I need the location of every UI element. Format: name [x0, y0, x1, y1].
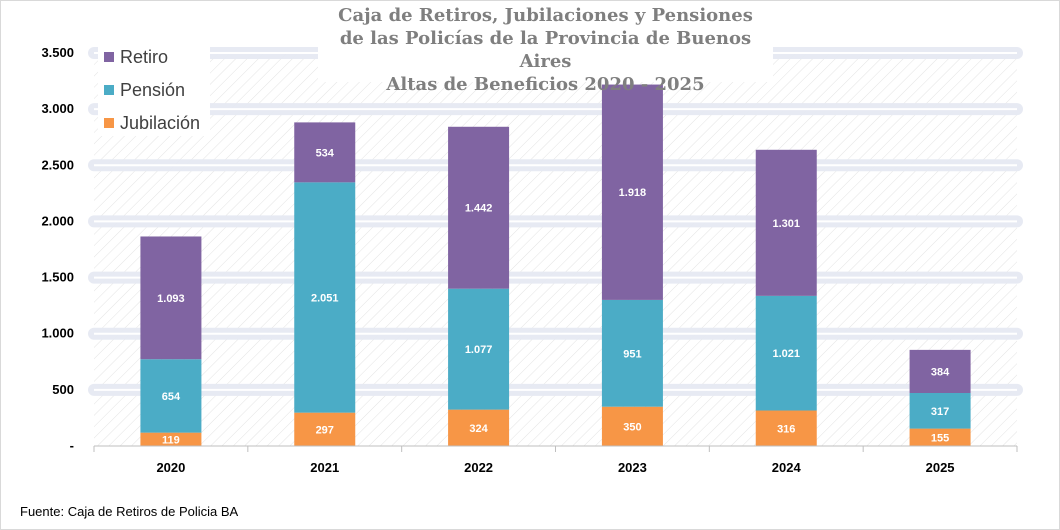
data-label-jubilacion: 350: [623, 421, 641, 433]
data-label-pension: 2.051: [311, 293, 339, 305]
data-label-retiro: 384: [931, 366, 950, 378]
data-label-pension: 1.021: [772, 348, 800, 360]
y-tick-label: 3.500: [41, 45, 74, 60]
bar-retiro: [601, 84, 663, 300]
x-tick-label: 2024: [772, 460, 802, 475]
y-tick-label: -: [70, 438, 74, 453]
x-tick-label: 2023: [618, 460, 647, 475]
bar-pension: [140, 359, 202, 433]
source-note: Fuente: Caja de Retiros de Policia BA: [20, 504, 239, 519]
bar-jubilacion: [601, 406, 663, 446]
legend-item-retiro: Retiro: [104, 46, 168, 68]
data-label-jubilacion: 155: [931, 432, 949, 444]
title-line-1: Caja de Retiros, Jubilaciones y Pensione…: [338, 5, 753, 26]
bar-pension: [601, 299, 663, 407]
legend-label-retiro: Retiro: [120, 46, 169, 67]
bar-pension: [448, 288, 510, 410]
data-label-jubilacion: 324: [469, 423, 488, 435]
bar-jubilacion: [448, 409, 510, 446]
bar-pension: [909, 393, 971, 429]
bar-jubilacion: [294, 412, 356, 446]
legend-item-pension: Pensión: [104, 79, 185, 101]
bar-retiro: [755, 149, 817, 296]
bar-retiro: [140, 236, 202, 360]
bar-jubilacion: [755, 410, 817, 446]
data-label-retiro: 1.301: [772, 218, 800, 230]
legend-swatch-jubilacion: [104, 118, 114, 128]
y-tick-label: 500: [52, 382, 74, 397]
y-tick-label: 1.000: [41, 326, 74, 341]
bar-jubilacion: [909, 428, 971, 446]
bar-retiro: [448, 126, 510, 289]
axes: - 500 1.000 1.500 2.000 2.500 3.000 3.500 2020 20…: [41, 45, 1018, 475]
x-tick-label: 2021: [310, 460, 339, 475]
title-line-3: Altas de Beneficios 2020 - 2025: [386, 74, 705, 95]
x-tick-label: 2025: [926, 460, 955, 475]
data-label-retiro: 1.442: [465, 203, 493, 215]
legend-swatch-pension: [104, 85, 114, 95]
y-tick-label: 3.000: [41, 101, 74, 116]
bar-retiro: [909, 349, 971, 394]
data-label-jubilacion: 316: [777, 423, 795, 435]
legend: Retiro Pensión Jubilación: [98, 44, 210, 136]
plot-area: [94, 53, 1017, 446]
chart-title: Caja de Retiros, Jubilaciones y Pensione…: [318, 4, 773, 95]
legend-label-jubilacion: Jubilación: [120, 112, 201, 133]
data-label-pension: 654: [162, 391, 181, 403]
data-label-pension: 1.077: [465, 344, 493, 356]
x-tick-label: 2022: [464, 460, 493, 475]
bar-retiro: [294, 122, 356, 183]
title-line-2: de las Policías de la Provincia de Bueno…: [339, 28, 752, 72]
legend-swatch-retiro: [104, 52, 114, 62]
bars: 119 654 1.093 297 2.051 534 324 1.077 1.442 350 95…: [140, 84, 971, 446]
bar-pension: [755, 295, 817, 411]
y-tick-label: 2.000: [41, 213, 74, 228]
data-label-retiro: 534: [316, 147, 335, 159]
data-label-pension: 317: [931, 406, 949, 418]
bar-jubilacion: [140, 432, 202, 446]
data-label-jubilacion: 119: [162, 434, 180, 446]
y-tick-label: 2.500: [41, 157, 74, 172]
legend-item-jubilacion: Jubilación: [104, 112, 200, 134]
data-label-retiro: 1.093: [157, 293, 185, 305]
legend-label-pension: Pensión: [120, 79, 186, 100]
y-tick-label: 1.500: [41, 270, 74, 285]
data-label-retiro: 1.918: [619, 187, 647, 199]
data-label-pension: 951: [623, 348, 641, 360]
x-tick-label: 2020: [156, 460, 185, 475]
data-label-jubilacion: 297: [316, 424, 334, 436]
bar-pension: [294, 182, 356, 413]
